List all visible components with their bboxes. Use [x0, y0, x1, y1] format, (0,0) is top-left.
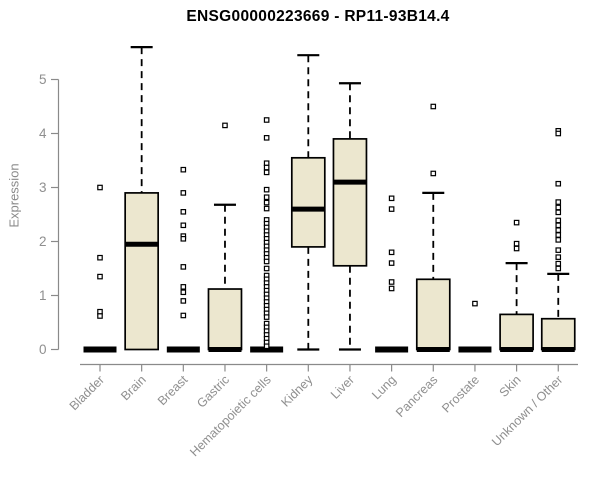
outlier-point	[555, 247, 562, 253]
outlier-point	[263, 186, 270, 193]
outlier-point	[180, 312, 187, 319]
outlier-point	[97, 184, 103, 191]
outlier-point	[263, 169, 270, 176]
outlier-point	[430, 103, 437, 110]
outlier-point	[263, 205, 270, 212]
x-tick-label: Brain	[118, 373, 149, 404]
outlier-point	[555, 232, 562, 238]
outlier-point	[555, 217, 562, 224]
outlier-point	[388, 249, 395, 256]
outlier-point	[263, 194, 270, 201]
y-tick-label: 0	[39, 342, 47, 357]
outlier-point	[388, 260, 395, 266]
x-tick-label: Unknown / Other	[489, 373, 565, 449]
outlier-point	[263, 258, 270, 265]
outlier-point	[263, 135, 270, 141]
box	[499, 313, 534, 351]
outlier-point	[263, 164, 270, 171]
outlier-point	[555, 227, 562, 233]
outlier-point	[263, 343, 270, 350]
outlier-point	[555, 199, 562, 205]
outlier-point	[388, 279, 395, 285]
outlier-point	[388, 195, 395, 202]
collapsed-box	[250, 346, 284, 353]
collapsed-box	[375, 346, 409, 353]
box	[540, 317, 576, 351]
outlier-point	[263, 265, 270, 272]
outlier-point	[555, 237, 562, 243]
outlier-point	[555, 130, 562, 137]
box	[124, 192, 160, 351]
outlier-point	[180, 264, 187, 270]
outlier-point	[97, 273, 103, 280]
x-tick-label: Gastric	[194, 373, 232, 411]
outlier-point	[555, 222, 562, 229]
x-tick-label: Breast	[155, 372, 191, 408]
collapsed-box	[166, 346, 200, 353]
outlier-point	[513, 219, 520, 226]
outlier-point	[180, 209, 187, 215]
y-tick-label: 1	[39, 288, 47, 303]
outlier-point	[555, 204, 562, 211]
box	[290, 156, 326, 248]
outlier-point	[180, 222, 187, 229]
outlier-point	[97, 313, 103, 319]
x-tick-label: Skin	[497, 373, 524, 400]
box	[415, 278, 451, 351]
x-tick-label: Pancreas	[393, 373, 440, 420]
y-tick-label: 2	[39, 234, 47, 249]
x-tick-label: Liver	[328, 373, 357, 402]
y-tick-label: 4	[39, 126, 47, 141]
outlier-point	[180, 289, 187, 296]
outlier-point	[555, 260, 562, 267]
x-tick-label: Prostate	[439, 373, 482, 416]
outlier-point	[180, 236, 187, 242]
x-tick-label: Kidney	[278, 372, 315, 409]
outlier-point	[263, 117, 270, 123]
outlier-point	[513, 240, 520, 247]
outlier-point	[222, 122, 228, 129]
outlier-point	[97, 254, 103, 261]
collapsed-box	[83, 346, 117, 353]
chart-title: ENSG00000223669 - RP11-93B14.4	[186, 8, 450, 25]
y-tick-label: 5	[39, 72, 47, 87]
outlier-point	[180, 298, 187, 304]
outlier-point	[180, 284, 187, 290]
x-tick-label: Lung	[369, 373, 399, 403]
outlier-point	[472, 300, 478, 307]
outlier-point	[263, 199, 270, 206]
outlier-point	[555, 180, 562, 187]
y-tick-label: 3	[39, 180, 47, 195]
outlier-point	[180, 166, 187, 173]
x-tick-label: Hematopoietic cells	[187, 373, 274, 460]
box	[207, 288, 243, 351]
outlier-point	[388, 285, 395, 292]
outlier-point	[263, 314, 270, 320]
outlier-point	[180, 190, 187, 196]
outlier-point	[555, 265, 562, 272]
collapsed-box	[458, 346, 492, 353]
outlier-point	[388, 206, 395, 212]
box	[332, 138, 368, 267]
x-tick-label: Bladder	[67, 373, 107, 413]
outlier-point	[430, 170, 437, 177]
outlier-point	[513, 245, 520, 252]
outlier-point	[555, 254, 562, 260]
outlier-point	[555, 209, 562, 216]
